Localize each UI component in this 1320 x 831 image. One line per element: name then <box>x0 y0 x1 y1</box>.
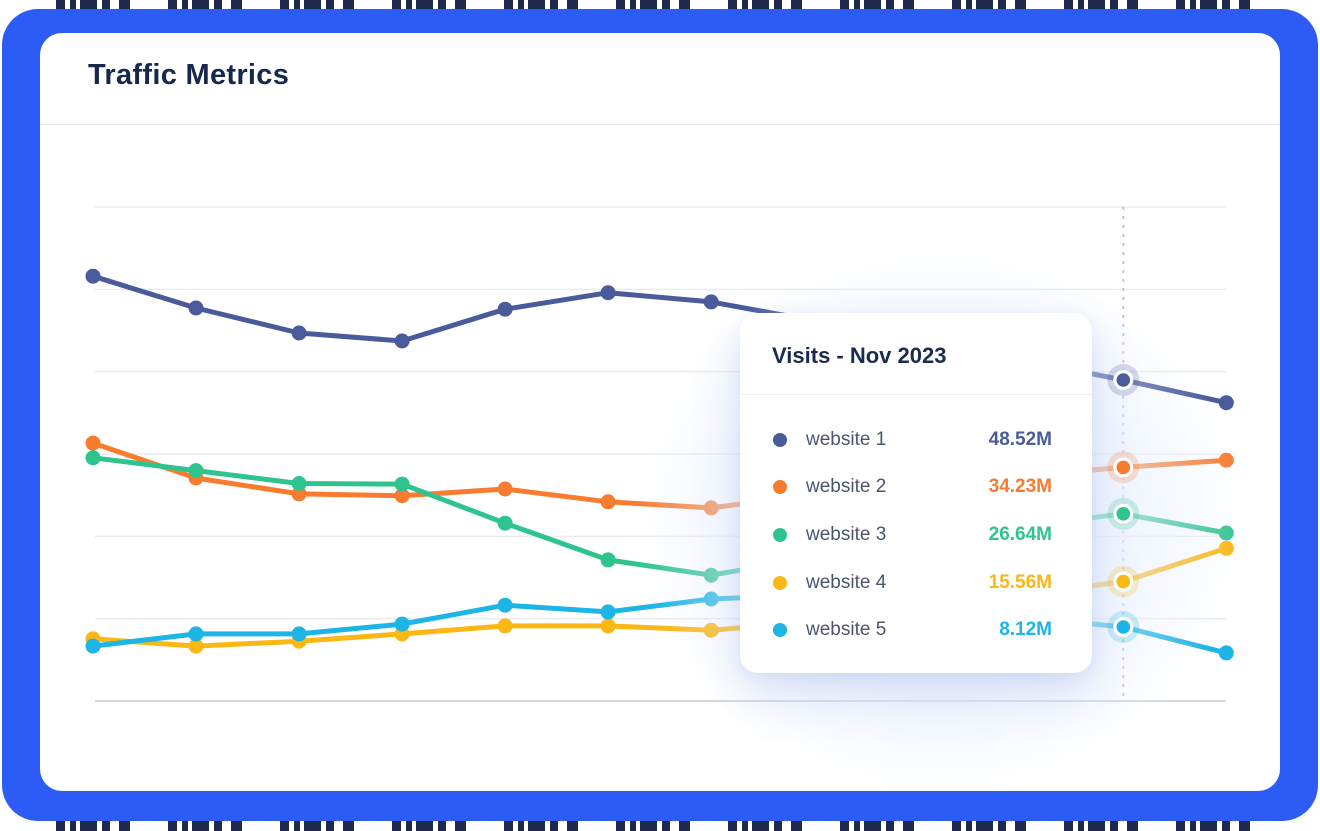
series-value: 34.23M <box>988 476 1052 498</box>
series-color-dot <box>773 527 787 542</box>
tooltip-divider <box>740 394 1092 395</box>
card-header: Traffic Metrics <box>40 33 1280 125</box>
tooltip-row: website 3 26.64M <box>773 511 1052 559</box>
series-value: 8.12M <box>999 619 1052 641</box>
traffic-metrics-card: Traffic Metrics <box>40 33 1280 791</box>
series-label: website 3 <box>806 523 887 545</box>
series-label: website 5 <box>806 619 887 641</box>
series-label: website 1 <box>806 428 887 450</box>
tooltip-row: website 2 34.23M <box>773 464 1052 512</box>
header-divider <box>40 124 1280 125</box>
tooltip-row: website 1 48.52M <box>773 416 1052 464</box>
series-value: 48.52M <box>988 428 1052 450</box>
series-color-dot <box>773 480 787 495</box>
tooltip-row: website 4 15.56M <box>773 559 1052 607</box>
tooltip-rows: website 1 48.52M website 2 34.23M website 3 2… <box>740 394 1092 654</box>
tooltip-row: website 5 8.12M <box>773 606 1052 654</box>
series-color-dot <box>773 623 787 638</box>
tooltip-header: Visits - Nov 2023 <box>740 313 1092 395</box>
series-label: website 2 <box>806 476 887 498</box>
series-label: website 4 <box>806 571 887 593</box>
series-color-dot <box>773 432 787 447</box>
series-value: 26.64M <box>988 523 1052 545</box>
series-value: 15.56M <box>988 571 1052 593</box>
chart-tooltip: Visits - Nov 2023 website 1 48.52M website… <box>740 313 1092 673</box>
clipped-watermark-strip-bottom <box>56 819 1264 831</box>
series-color-dot <box>773 575 787 590</box>
clipped-watermark-strip-top <box>56 0 1264 11</box>
page-title: Traffic Metrics <box>88 59 290 91</box>
tooltip-title: Visits - Nov 2023 <box>772 343 947 368</box>
